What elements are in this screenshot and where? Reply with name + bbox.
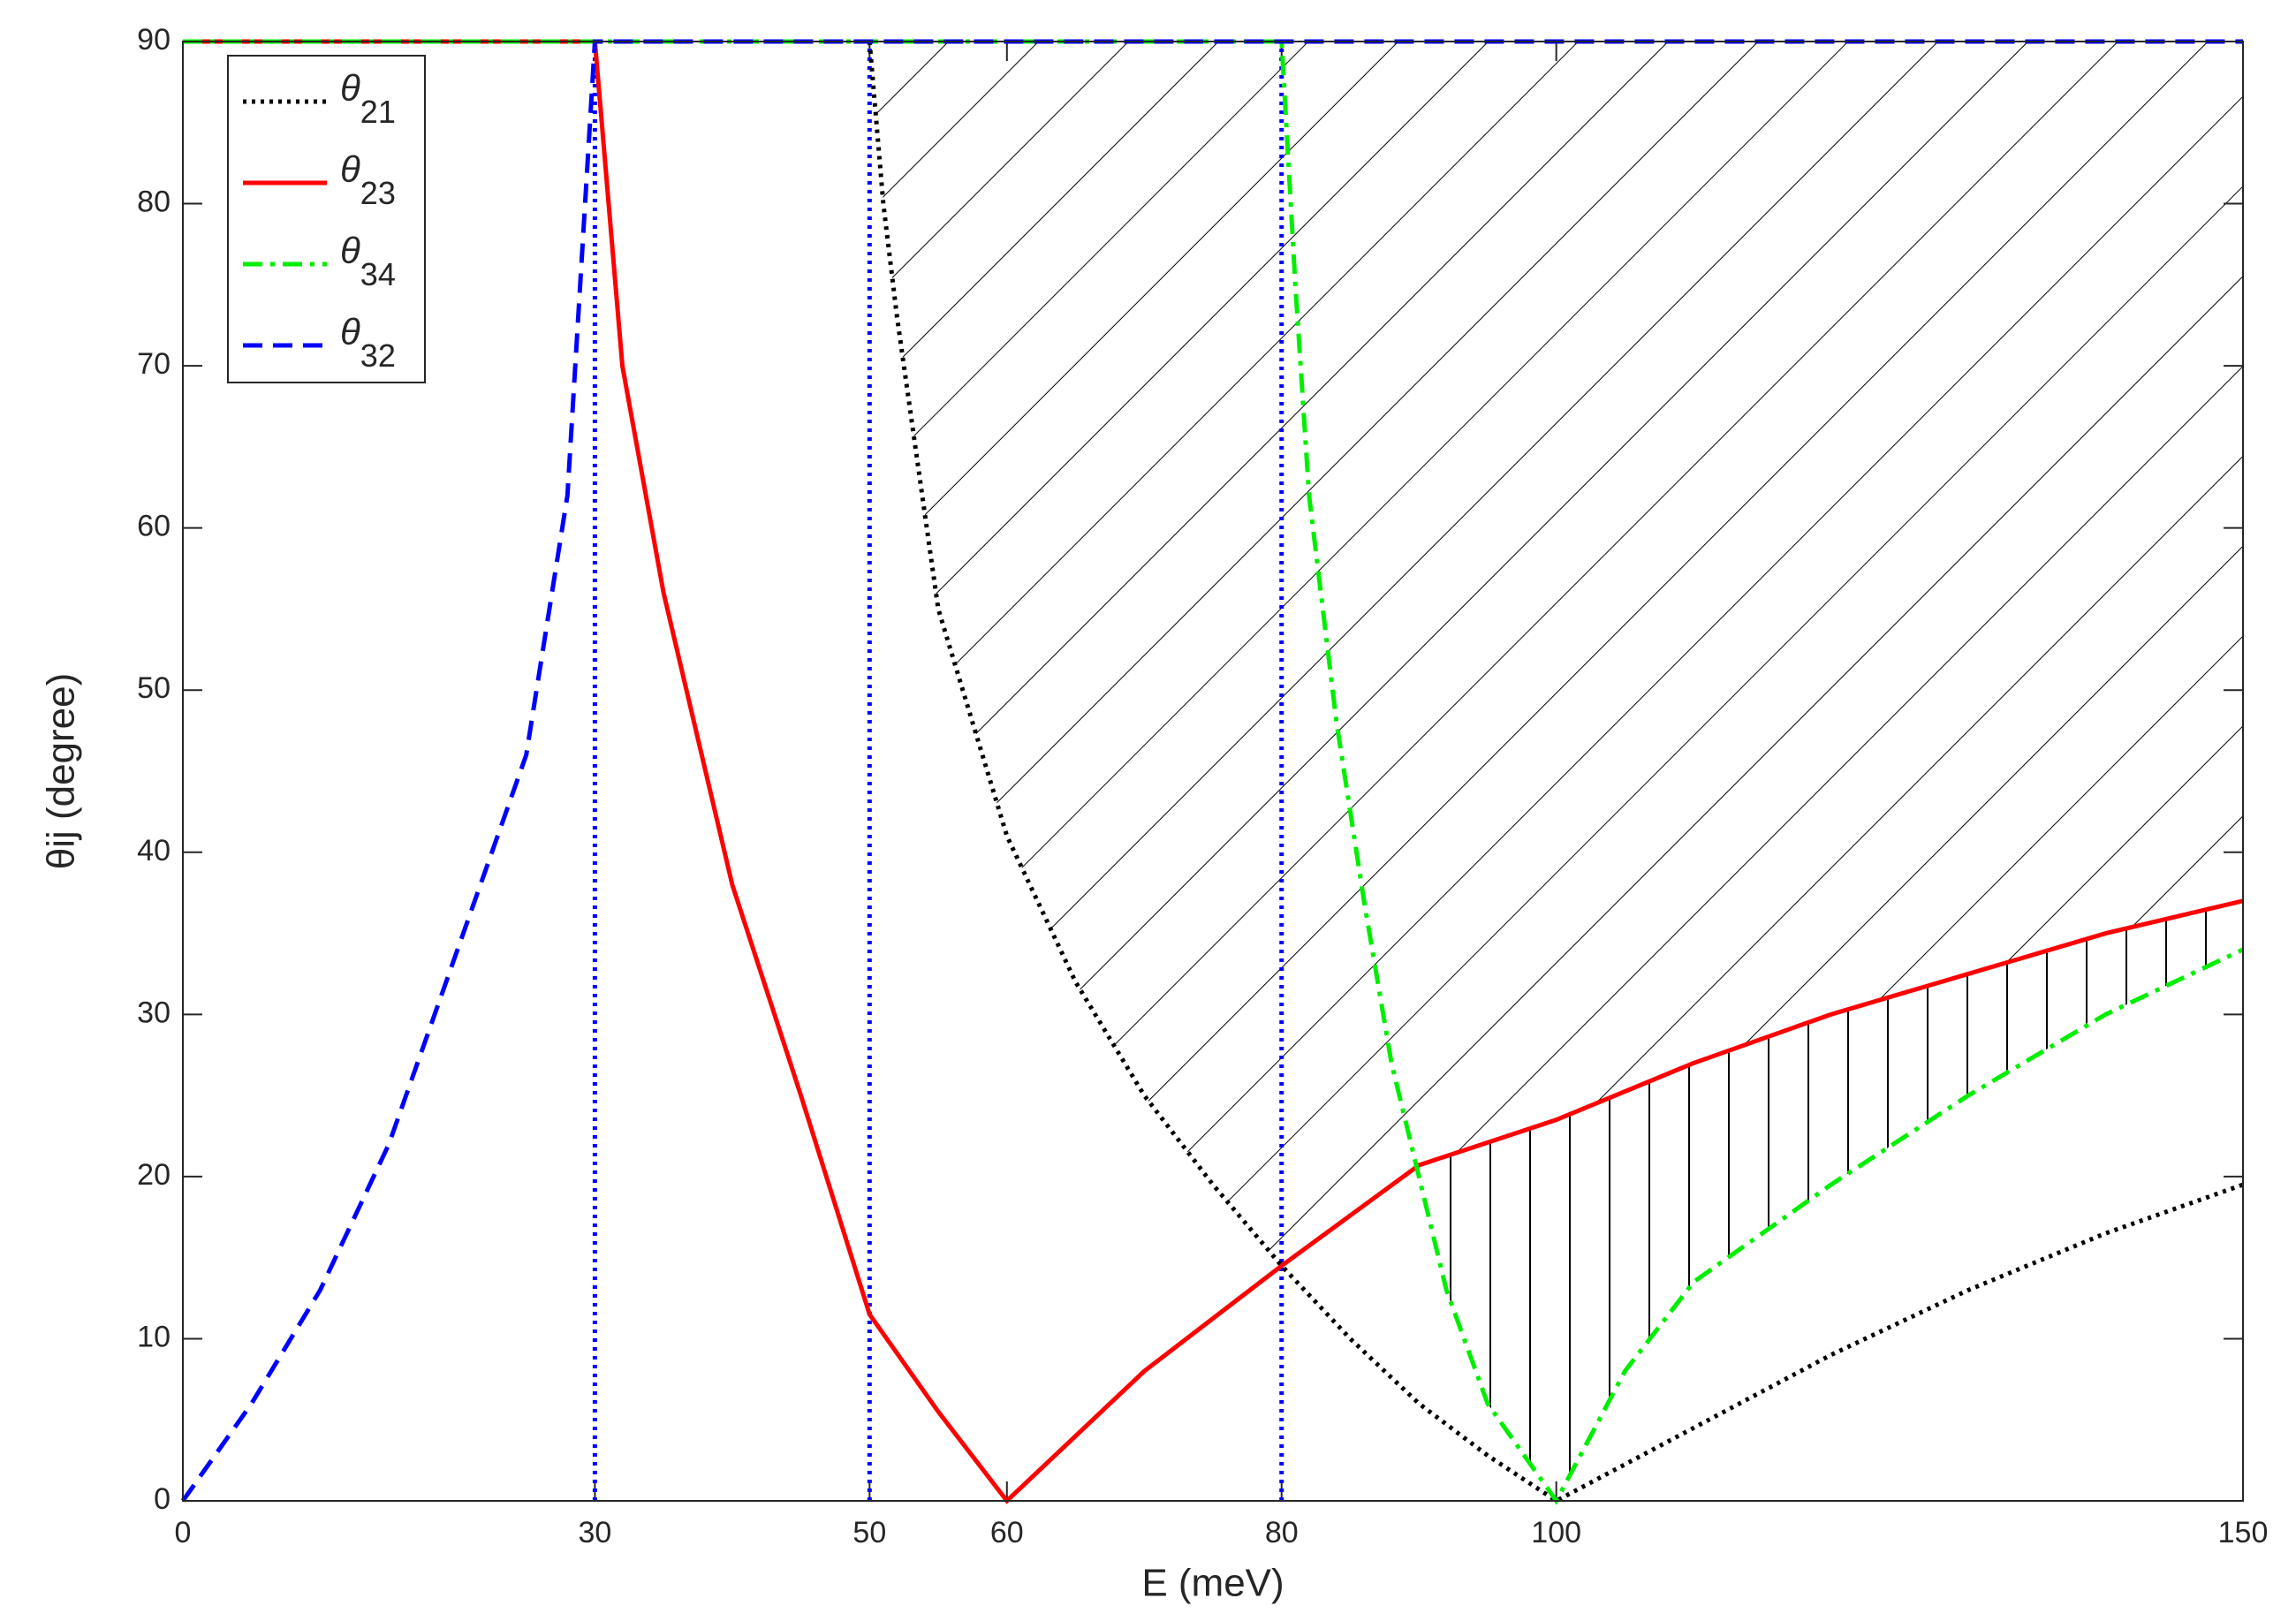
y-tick-label: 20 (137, 1158, 170, 1192)
y-tick-label: 80 (137, 186, 170, 219)
x-tick-label: 150 (2218, 1516, 2269, 1549)
x-tick-label: 50 (852, 1516, 886, 1549)
legend-label: θ34 (340, 230, 396, 292)
x-tick-label: 60 (990, 1516, 1024, 1549)
y-tick-label: 50 (137, 671, 170, 705)
y-tick-label: 0 (154, 1482, 170, 1516)
legend-label: θ32 (340, 311, 396, 373)
legend-box (227, 55, 426, 383)
x-axis-label: E (meV) (1141, 1562, 1284, 1605)
legend-label: θ23 (340, 148, 396, 210)
y-tick-label: 10 (137, 1320, 170, 1353)
y-tick-label: 30 (137, 996, 170, 1029)
series-line (183, 39, 2244, 1504)
x-tick-label: 30 (578, 1516, 611, 1549)
hatch-region (1419, 900, 2243, 1501)
y-tick-label: 40 (137, 834, 170, 867)
y-axis-label: θij (degree) (40, 673, 83, 870)
plot-frame (182, 41, 2244, 1502)
series-line (183, 39, 2245, 1505)
legend-label: θ21 (340, 67, 396, 129)
hatch-region (869, 42, 2244, 1266)
y-tick-label: 60 (137, 510, 170, 543)
legend: θ21 θ23 θ34 θ32 (227, 55, 426, 383)
y-tick-label: 70 (137, 347, 170, 381)
x-tick-label: 0 (175, 1516, 192, 1549)
series-line (867, 41, 2244, 1504)
series-line (180, 39, 2243, 1503)
x-tick-label: 80 (1265, 1516, 1299, 1549)
x-tick-label: 100 (1531, 1516, 1581, 1549)
y-tick-label: 90 (137, 23, 170, 57)
